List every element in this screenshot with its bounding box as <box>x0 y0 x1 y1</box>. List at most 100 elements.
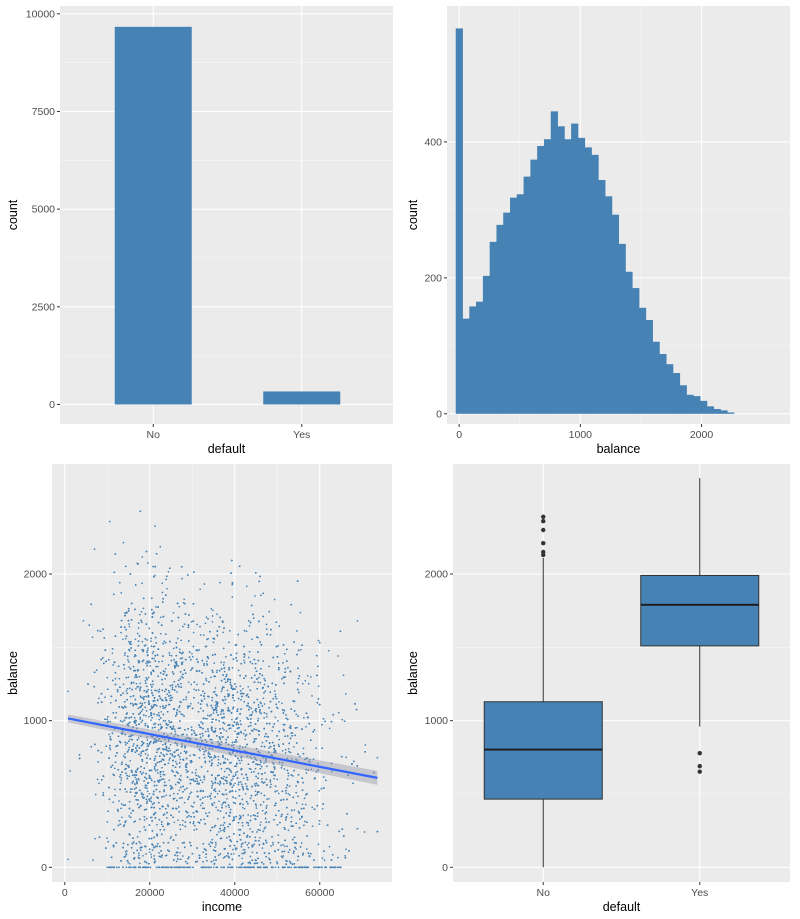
scatter-point <box>200 818 202 821</box>
scatter-point <box>146 748 148 751</box>
scatter-point <box>321 723 323 726</box>
scatter-point <box>234 847 237 850</box>
scatter-point <box>184 613 187 615</box>
scatter-point <box>203 807 205 810</box>
scatter-point <box>227 707 230 709</box>
scatter-point <box>228 630 231 632</box>
scatter-point <box>290 866 293 869</box>
scatter-point <box>239 674 241 677</box>
scatter-point <box>135 682 138 685</box>
scatter-point <box>228 863 231 866</box>
scatter-point <box>119 823 122 826</box>
scatter-point <box>151 707 154 709</box>
scatter-point <box>343 720 346 723</box>
scatter-point <box>192 631 195 634</box>
scatter-point <box>161 601 164 603</box>
scatter-point <box>256 812 259 814</box>
scatter-point <box>203 692 206 695</box>
scatter-point <box>156 823 158 826</box>
scatter-point <box>219 827 221 830</box>
scatter-point <box>128 746 131 749</box>
scatter-point <box>162 866 165 869</box>
scatter-point <box>182 733 185 736</box>
scatter-point <box>210 780 213 783</box>
scatter-point <box>166 849 169 851</box>
scatter-point <box>222 709 225 712</box>
scatter-point <box>138 753 140 756</box>
scatter-point <box>149 735 152 738</box>
scatter-point <box>270 754 273 757</box>
scatter-point <box>145 662 147 665</box>
scatter-point <box>146 761 148 764</box>
scatter-point <box>259 575 261 578</box>
scatter-point <box>185 757 188 760</box>
scatter-point <box>237 669 240 672</box>
scatter-point <box>166 804 169 806</box>
scatter-point <box>204 760 207 763</box>
scatter-point <box>282 843 284 846</box>
scatter-point <box>145 808 148 811</box>
scatter-point <box>217 854 220 857</box>
scatter-point <box>162 778 165 781</box>
histogram-bin <box>550 111 558 414</box>
scatter-point <box>158 761 161 763</box>
scatter-point <box>146 739 149 741</box>
scatter-point <box>150 769 153 772</box>
scatter-point <box>142 750 144 752</box>
scatter-point <box>196 683 198 686</box>
scatter-point <box>141 758 144 761</box>
scatter-point <box>156 698 159 701</box>
scatter-point <box>241 746 244 749</box>
scatter-point <box>169 694 172 697</box>
scatter-point <box>247 725 250 728</box>
scatter-point <box>172 727 175 730</box>
scatter-point <box>156 769 159 771</box>
scatter-point <box>189 778 191 781</box>
scatter-point <box>262 660 265 662</box>
scatter-point <box>262 697 265 700</box>
scatter-point <box>259 824 262 826</box>
scatter-point <box>354 703 356 705</box>
scatter-point <box>188 656 191 658</box>
scatter-point <box>199 634 202 636</box>
scatter-point <box>114 761 117 764</box>
scatter-point <box>212 859 215 862</box>
scatter-point <box>248 767 251 770</box>
x-tick-label-yes: Yes <box>293 429 310 441</box>
scatter-point <box>190 759 193 762</box>
scatter-point <box>147 701 150 703</box>
scatter-point <box>269 745 272 748</box>
scatter-point <box>170 620 173 622</box>
scatter-point <box>152 645 155 648</box>
scatter-point <box>143 819 146 821</box>
scatter-point <box>149 777 152 780</box>
scatter-point <box>179 657 182 660</box>
x-axis-title: default <box>208 442 246 456</box>
scatter-point <box>198 782 200 785</box>
scatter-point <box>193 824 196 827</box>
scatter-point <box>302 752 305 755</box>
scatter-point <box>291 734 293 737</box>
scatter-point <box>178 762 181 764</box>
scatter-point <box>256 784 259 787</box>
scatter-point <box>222 754 224 757</box>
scatter-point <box>277 662 280 665</box>
scatter-point <box>145 798 148 801</box>
scatter-point <box>306 757 308 759</box>
scatter-point <box>224 847 226 850</box>
scatter-point <box>258 733 260 736</box>
scatter-point <box>229 781 231 784</box>
scatter-point <box>297 649 300 652</box>
scatter-point <box>281 764 284 767</box>
scatter-point <box>128 807 131 810</box>
scatter-point <box>146 660 148 663</box>
scatter-point <box>181 713 184 716</box>
scatter-point <box>144 784 147 787</box>
scatter-point <box>254 767 257 770</box>
scatter-point <box>251 711 254 713</box>
scatter-point <box>253 843 255 846</box>
scatter-point <box>154 763 157 765</box>
scatter-point <box>173 680 176 683</box>
scatter-point <box>270 845 272 847</box>
scatter-point <box>268 858 271 861</box>
